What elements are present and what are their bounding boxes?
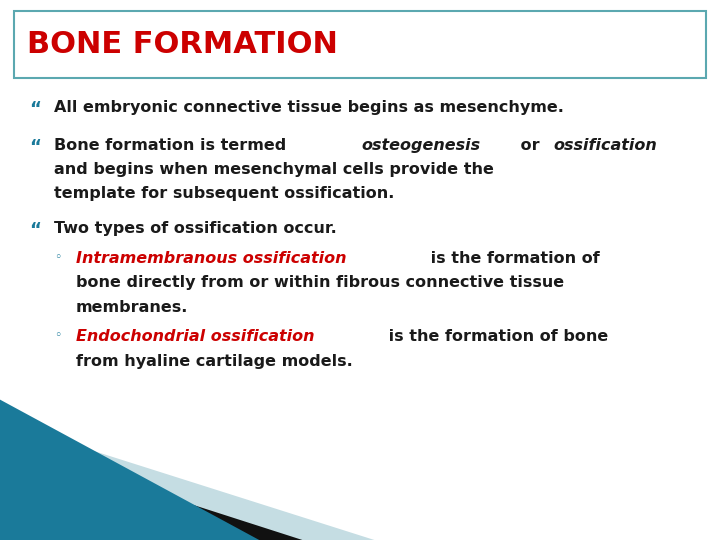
Text: ◦: ◦ xyxy=(54,329,61,342)
Text: membranes.: membranes. xyxy=(76,300,188,315)
Text: Two types of ossification occur.: Two types of ossification occur. xyxy=(54,221,337,237)
Text: Bone formation is termed: Bone formation is termed xyxy=(54,138,292,153)
Text: “: “ xyxy=(29,100,40,118)
Text: ◦: ◦ xyxy=(54,251,61,264)
Text: ossification: ossification xyxy=(554,138,657,153)
Text: and begins when mesenchymal cells provide the: and begins when mesenchymal cells provid… xyxy=(54,162,494,177)
Text: bone directly from or within fibrous connective tissue: bone directly from or within fibrous con… xyxy=(76,275,564,291)
Text: Endochondrial ossification: Endochondrial ossification xyxy=(76,329,314,345)
Text: from hyaline cartilage models.: from hyaline cartilage models. xyxy=(76,354,352,369)
Text: osteogenesis: osteogenesis xyxy=(361,138,480,153)
Text: is the formation of: is the formation of xyxy=(425,251,599,266)
Text: “: “ xyxy=(29,221,40,239)
Polygon shape xyxy=(0,443,302,540)
Text: or: or xyxy=(515,138,545,153)
FancyBboxPatch shape xyxy=(14,11,706,78)
Text: is the formation of bone: is the formation of bone xyxy=(383,329,608,345)
Text: “: “ xyxy=(29,138,40,156)
Polygon shape xyxy=(0,400,259,540)
Text: BONE FORMATION: BONE FORMATION xyxy=(27,30,338,59)
Text: template for subsequent ossification.: template for subsequent ossification. xyxy=(54,186,395,201)
Text: Intramembranous ossification: Intramembranous ossification xyxy=(76,251,346,266)
Text: All embryonic connective tissue begins as mesenchyme.: All embryonic connective tissue begins a… xyxy=(54,100,564,115)
Polygon shape xyxy=(0,421,374,540)
